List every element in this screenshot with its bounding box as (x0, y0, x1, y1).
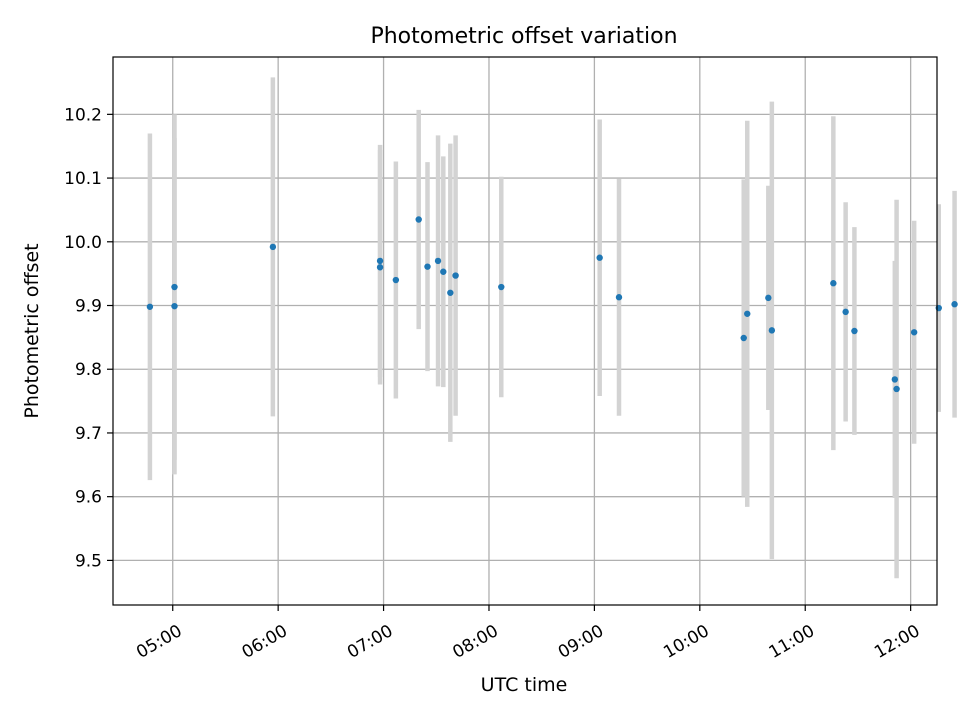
y-tick-label: 10.1 (64, 169, 102, 189)
data-point (765, 294, 772, 302)
y-tick-label: 9.6 (75, 488, 102, 508)
data-point (910, 329, 918, 336)
data-point (440, 268, 447, 275)
data-point (744, 310, 751, 317)
data-point (842, 308, 849, 316)
data-point (146, 303, 154, 310)
data-point (424, 263, 431, 270)
data-point (392, 276, 400, 284)
y-tick-label: 9.9 (75, 297, 102, 317)
data-point (415, 216, 422, 223)
data-point (376, 257, 384, 265)
data-point (740, 334, 747, 342)
y-tick-label: 9.7 (75, 424, 102, 444)
data-point (615, 294, 623, 301)
data-point (452, 272, 459, 279)
data-point (434, 257, 442, 265)
y-axis-label: Photometric offset (21, 243, 43, 418)
y-tick-label: 9.8 (75, 360, 102, 380)
data-point (768, 327, 776, 334)
data-point (891, 376, 899, 383)
data-point (951, 301, 958, 308)
data-point (830, 280, 837, 287)
y-tick-label: 10.0 (64, 233, 102, 253)
data-point (269, 243, 277, 251)
chart-title: Photometric offset variation (370, 24, 677, 49)
data-point (447, 289, 454, 296)
data-point (851, 327, 858, 335)
data-point (171, 283, 178, 291)
data-point (498, 283, 505, 291)
data-point (171, 302, 178, 310)
data-point (596, 254, 603, 261)
y-tick-label: 10.2 (64, 105, 102, 125)
plot-frame (112, 56, 938, 606)
data-point (893, 385, 900, 393)
y-tick-label: 9.5 (75, 551, 102, 571)
x-axis-label: UTC time (481, 674, 568, 696)
y-axis-ticks: 9.5 9.6 9.7 9.8 9.9 10.0 10.1 10.2 (64, 105, 113, 571)
data-points (146, 216, 958, 393)
data-point (376, 264, 384, 271)
grid-lines (113, 57, 937, 605)
